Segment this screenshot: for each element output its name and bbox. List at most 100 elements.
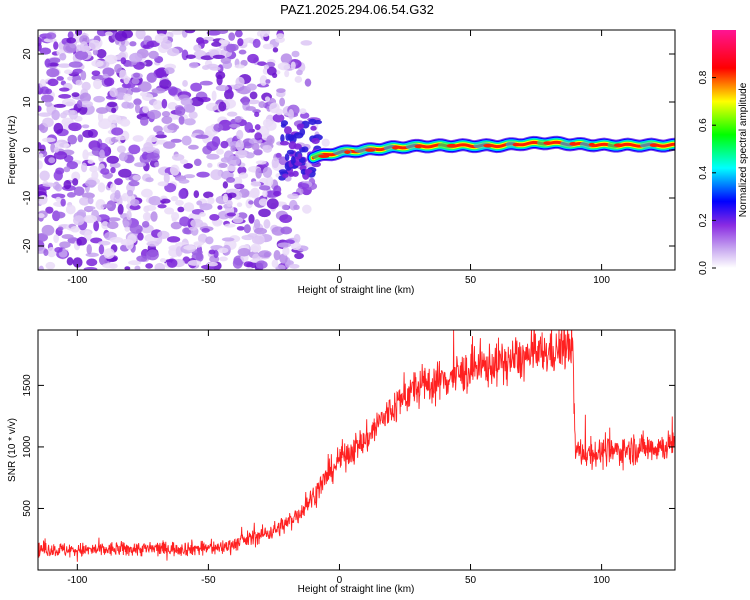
noise-blob — [118, 168, 132, 178]
noise-blob — [205, 102, 219, 112]
noise-blob — [220, 57, 232, 64]
noise-blob — [209, 66, 221, 71]
noise-blob — [188, 144, 199, 150]
noise-blob — [67, 31, 74, 39]
noise-blob — [290, 61, 296, 70]
noise-blob — [129, 224, 143, 234]
noise-blob — [273, 190, 282, 197]
noise-blob — [131, 78, 140, 85]
noise-blob — [266, 135, 275, 145]
noise-blob — [217, 247, 229, 254]
noise-blob — [61, 98, 76, 107]
noise-blob — [81, 124, 90, 129]
noise-blob — [53, 146, 60, 153]
noise-blob — [89, 165, 99, 173]
noise-blob — [109, 236, 124, 243]
noise-blob — [201, 227, 210, 233]
noise-blob — [247, 233, 258, 238]
noise-blob — [63, 180, 72, 190]
noise-blob — [109, 162, 121, 169]
noise-blob — [134, 162, 147, 168]
noise-blob — [262, 118, 272, 128]
noise-blob — [178, 115, 185, 125]
noise-blob — [73, 215, 85, 226]
noise-blob — [288, 134, 297, 144]
noise-blob — [63, 42, 77, 54]
noise-blob — [248, 200, 254, 205]
noise-blob — [247, 53, 259, 64]
noise-blob — [63, 69, 73, 75]
noise-blob — [49, 57, 61, 64]
noise-blob — [218, 101, 227, 112]
noise-blob — [259, 75, 268, 86]
noise-blob — [135, 30, 146, 40]
noise-blob — [98, 244, 105, 255]
noise-blob — [104, 150, 110, 157]
chart-title: PAZ1.2025.294.06.54.G32 — [280, 2, 434, 17]
noise-blob — [294, 161, 302, 166]
noise-blob — [77, 134, 84, 143]
colorbar-ticks: 0.0 0.2 0.4 0.6 0.8 — [698, 70, 716, 275]
noise-blob — [140, 116, 149, 126]
noise-blob — [277, 62, 291, 71]
noise-blob — [106, 155, 119, 164]
noise-blob — [145, 177, 154, 183]
noise-blob — [115, 92, 126, 100]
noise-blob — [265, 79, 271, 84]
noise-blob — [53, 122, 64, 134]
noise-blob — [208, 249, 216, 255]
noise-blob — [72, 257, 83, 268]
noise-blob — [284, 153, 290, 162]
noise-blob — [275, 264, 286, 270]
noise-blob — [230, 145, 236, 152]
noise-blob — [258, 185, 271, 191]
noise-blob — [263, 219, 271, 229]
noise-blob — [101, 221, 110, 230]
noise-blob — [185, 104, 196, 113]
noise-blob — [193, 158, 202, 167]
noise-blob — [178, 179, 190, 184]
noise-blob — [254, 132, 263, 141]
noise-blob — [300, 40, 313, 46]
noise-blob — [288, 172, 295, 177]
colorbar-label: Normalized spectral amplitude — [738, 82, 749, 217]
noise-blob — [196, 200, 203, 206]
noise-blob — [85, 216, 94, 224]
noise-blob — [99, 149, 105, 158]
signal-track-core — [569, 142, 578, 146]
signal-track-core — [344, 150, 351, 154]
noise-blob — [39, 47, 52, 55]
noise-blob — [91, 147, 100, 152]
noise-blob — [126, 210, 132, 221]
noise-blob — [279, 253, 288, 264]
noise-blob — [83, 267, 98, 270]
noise-blob — [216, 148, 224, 155]
noise-blob — [284, 69, 290, 78]
noise-blob — [266, 198, 279, 210]
noise-blob — [285, 132, 291, 141]
noise-blob — [129, 204, 141, 211]
noise-blob — [226, 165, 237, 172]
signal-track-core — [588, 142, 595, 147]
noise-blob — [178, 189, 187, 200]
spectrogram-ytick-label: 0 — [22, 147, 33, 153]
noise-blob — [234, 30, 243, 38]
noise-blob — [167, 124, 180, 131]
signal-track — [306, 135, 675, 165]
noise-blob — [217, 30, 229, 35]
noise-blob — [102, 73, 109, 79]
noise-blob — [129, 41, 137, 47]
noise-blob — [221, 237, 235, 242]
noise-blob — [87, 159, 94, 164]
noise-blob — [196, 171, 210, 178]
noise-blob — [38, 160, 43, 170]
noise-blob — [159, 258, 167, 263]
noise-blob — [161, 98, 168, 109]
noise-blob — [105, 31, 113, 37]
noise-blob — [183, 174, 196, 179]
noise-blob — [129, 52, 143, 63]
noise-blob — [224, 223, 236, 228]
signal-track-core — [483, 143, 494, 148]
noise-blob — [244, 37, 256, 44]
noise-blobs — [38, 30, 330, 270]
